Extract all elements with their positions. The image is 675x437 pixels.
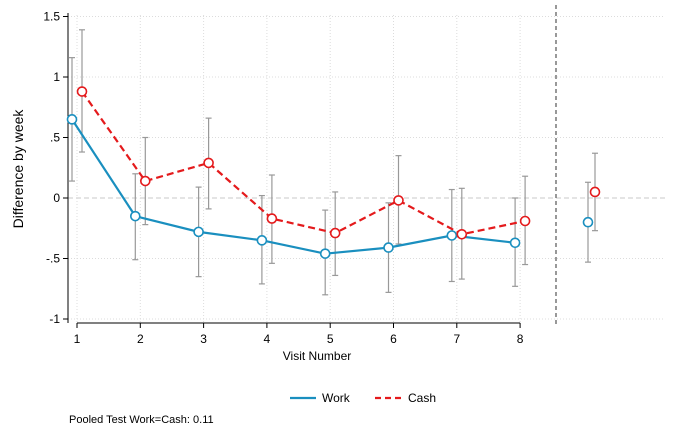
data-point-cash	[140, 175, 151, 187]
x-tick-label: 1	[74, 332, 81, 346]
grid	[68, 15, 665, 323]
x-tick-label: 5	[327, 332, 334, 346]
error-bars	[69, 29, 598, 296]
pooled-test-note: Pooled Test Work=Cash: 0.11	[69, 414, 214, 426]
data-point-cash	[329, 227, 341, 239]
y-axis-title: Difference by week	[10, 109, 26, 229]
data-point-work	[256, 235, 268, 246]
data-point-cash	[266, 213, 278, 224]
data-point-cash	[203, 157, 214, 169]
axes: -1 -.5 0 .5 1 1.5 1 2 3 4 5 6 7 8 Visit Number Differen…	[10, 5, 557, 363]
x-tick-label: 6	[390, 332, 397, 346]
y-tick-label: 1.5	[43, 10, 60, 24]
x-tick-label: 2	[137, 332, 144, 346]
pooled-point-cash	[589, 186, 601, 198]
y-tick-label: -.5	[46, 252, 60, 266]
data-point-cash	[519, 215, 531, 227]
data-point-cash	[76, 86, 88, 97]
legend-label-cash: Cash	[408, 391, 436, 405]
x-tick-label: 3	[200, 332, 207, 346]
x-tick-label: 8	[517, 332, 524, 346]
data-point-work	[446, 230, 458, 241]
data-point-work	[319, 248, 331, 259]
y-tick-label: 0	[53, 191, 60, 205]
series-line-cash	[81, 90, 526, 236]
pooled-point-work	[582, 216, 594, 228]
y-tick-label: .5	[50, 131, 60, 145]
series-points	[66, 86, 601, 259]
data-point-work	[130, 210, 141, 222]
series-lines	[71, 90, 526, 255]
data-point-work	[509, 237, 521, 249]
x-tick-label: 7	[453, 332, 460, 346]
data-point-work	[383, 242, 394, 253]
legend-label-work: Work	[322, 391, 351, 405]
x-axis-title: Visit Number	[283, 349, 351, 363]
data-point-cash	[393, 195, 404, 206]
series-line-work	[71, 118, 516, 255]
legend: Work Cash	[290, 391, 436, 405]
data-point-cash	[456, 229, 468, 240]
data-point-work	[66, 114, 78, 125]
data-point-work	[193, 226, 204, 238]
y-tick-label: -1	[49, 312, 60, 326]
y-tick-label: 1	[53, 70, 60, 84]
x-tick-label: 4	[264, 332, 271, 346]
